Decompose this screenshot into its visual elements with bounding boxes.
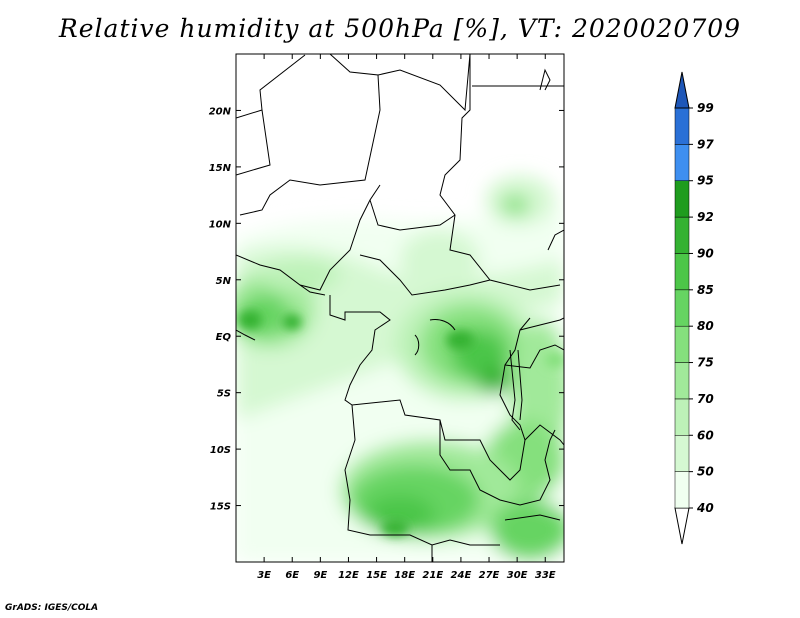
lat-tick-label: 10N [209, 219, 232, 230]
colorbar-box [674, 253, 690, 291]
colorbar: 40 50 60 70 75 80 85 90 92 95 97 99 [674, 71, 714, 545]
lon-tick-label: 18E [394, 570, 415, 581]
lon-tick-label: 24E [451, 570, 472, 581]
lat-tick-label: 15N [209, 163, 232, 174]
colorbar-box [674, 289, 690, 327]
colorbar-box [674, 435, 690, 472]
lon-tick-label: 30E [507, 570, 528, 581]
lon-tick-label: 27E [479, 570, 500, 581]
colorbar-label: 85 [697, 283, 714, 297]
map-frame [235, 53, 565, 563]
lon-tick-label: 21E [422, 570, 443, 581]
colorbar-box [674, 362, 690, 400]
colorbar-label: 60 [697, 428, 714, 442]
lat-tick-label: 20N [209, 106, 232, 117]
lat-tick-label: 10S [210, 445, 231, 456]
colorbar-box [674, 144, 690, 181]
humidity-field [236, 175, 564, 562]
lat-tick-label: 5S [217, 389, 231, 400]
lon-tick-label: 9E [313, 570, 327, 581]
colorbar-label: 92 [697, 210, 714, 224]
lon-tick-label: 33E [535, 570, 556, 581]
colorbar-box [674, 216, 690, 254]
colorbar-low-arrow [674, 507, 690, 545]
lon-tick-label: 6E [285, 570, 299, 581]
colorbar-box [674, 398, 690, 436]
lat-tick-label: 15S [210, 502, 231, 513]
colorbar-label: 95 [697, 174, 714, 188]
map-axes: 3E 6E 9E 12E 15E 18E 21E 24E 27E 30E 33E 20N 15N 10N 5… [209, 54, 564, 581]
lon-tick-label: 12E [338, 570, 359, 581]
colorbar-label: 99 [697, 101, 714, 115]
colorbar-box [674, 325, 690, 363]
lon-tick-label: 15E [366, 570, 387, 581]
colorbar-label: 40 [696, 501, 714, 515]
country-borders [236, 54, 564, 562]
colorbar-label: 70 [697, 392, 714, 406]
lon-tick-label: 3E [257, 570, 271, 581]
colorbar-label: 50 [697, 465, 714, 479]
colorbar-box [674, 471, 690, 509]
colorbar-label: 80 [697, 319, 714, 333]
colorbar-box [674, 180, 690, 218]
colorbar-label: 90 [697, 246, 714, 260]
colorbar-box [674, 107, 690, 145]
map-title: Relative humidity at 500hPa [%], VT: 202… [58, 14, 742, 43]
grads-credit: GrADS: IGES/COLA [5, 603, 99, 613]
colorbar-high-arrow [674, 71, 690, 109]
colorbar-label: 75 [697, 356, 714, 370]
lat-tick-label: 5N [216, 276, 232, 287]
lat-tick-label: EQ [216, 332, 232, 343]
colorbar-label: 97 [697, 137, 714, 151]
